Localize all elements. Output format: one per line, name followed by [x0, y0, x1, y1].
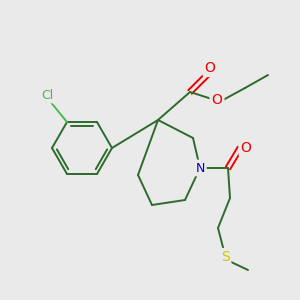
Text: O: O	[241, 141, 251, 155]
Text: N: N	[195, 161, 205, 175]
Text: O: O	[212, 93, 222, 107]
Text: Cl: Cl	[41, 88, 53, 101]
Text: O: O	[205, 61, 215, 75]
Text: S: S	[220, 250, 230, 264]
